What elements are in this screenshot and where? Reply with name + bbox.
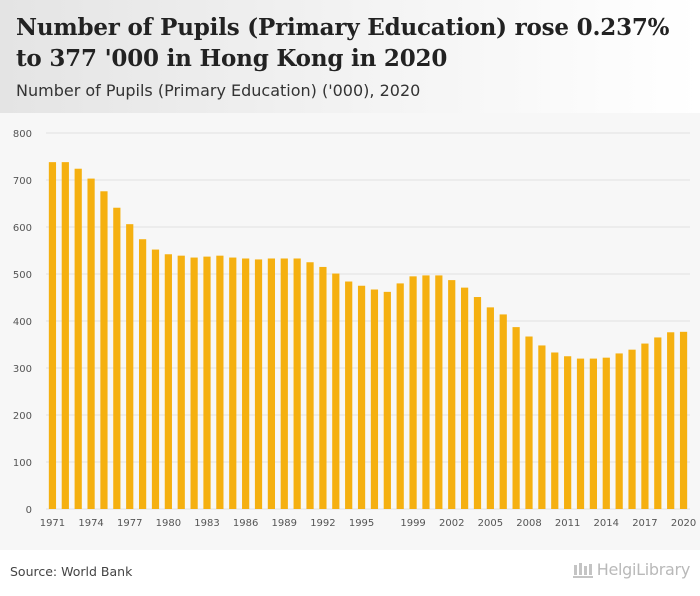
- x-tick-label: 2017: [632, 518, 657, 529]
- bar: [551, 352, 559, 509]
- chart-subtitle: Number of Pupils (Primary Education) ('0…: [16, 81, 421, 100]
- bar: [164, 254, 172, 509]
- bar: [422, 275, 430, 509]
- bar: [293, 258, 301, 509]
- x-tick-label: 1980: [156, 518, 181, 529]
- x-tick-label: 2020: [671, 518, 696, 529]
- bar: [87, 178, 95, 509]
- chart-area: 0 100 200 300 400 500 600 700 800 1971 1974 1977 198…: [0, 113, 700, 550]
- bar-chart: 0 100 200 300 400 500 600 700 800 1971 1974 1977 198…: [13, 129, 696, 529]
- bar: [576, 358, 585, 509]
- bar: [306, 262, 314, 509]
- bar: [216, 255, 224, 509]
- y-tick-label: 300: [13, 364, 32, 375]
- helgi-library-logo: HelgiLibrary: [572, 560, 690, 579]
- bar: [654, 337, 662, 509]
- bar: [242, 258, 250, 509]
- y-tick-label: 400: [13, 317, 32, 328]
- bar: [473, 297, 482, 509]
- bar: [486, 307, 494, 509]
- y-tick-label: 500: [13, 270, 32, 281]
- bar: [254, 259, 263, 509]
- bar: [113, 207, 121, 509]
- y-tick-label: 700: [13, 176, 32, 187]
- x-tick-label: 1986: [233, 518, 258, 529]
- bar: [100, 191, 108, 509]
- bar: [628, 349, 636, 509]
- x-tick-label: 2005: [478, 518, 503, 529]
- bar: [74, 168, 82, 509]
- library-columns-icon: [572, 562, 593, 578]
- bar: [641, 343, 649, 509]
- y-tick-label: 200: [13, 411, 32, 422]
- bar: [370, 289, 379, 509]
- bar: [332, 273, 340, 509]
- bar: [345, 281, 353, 509]
- bar: [499, 314, 507, 509]
- bar: [319, 266, 327, 509]
- x-tick-label: 1971: [40, 518, 65, 529]
- bar: [229, 257, 237, 509]
- bar: [151, 249, 160, 509]
- y-tick-label: 800: [13, 129, 32, 140]
- bar: [409, 276, 417, 509]
- x-tick-label: 1999: [400, 518, 425, 529]
- bar: [138, 239, 147, 509]
- bar: [357, 285, 366, 509]
- chart-title: Number of Pupils (Primary Education) ros…: [16, 14, 670, 72]
- x-tick-label: 2014: [594, 518, 619, 529]
- bar: [203, 256, 211, 509]
- x-tick-label: 1989: [272, 518, 297, 529]
- x-tick-label: 2002: [439, 518, 464, 529]
- bar: [602, 357, 610, 509]
- bar: [589, 358, 598, 509]
- bar: [126, 224, 134, 509]
- x-tick-label: 1974: [78, 518, 103, 529]
- bar: [383, 291, 391, 509]
- y-tick-label: 100: [13, 458, 32, 469]
- source-label: Source: World Bank: [10, 564, 133, 579]
- x-tick-label: 1992: [310, 518, 335, 529]
- bar: [396, 283, 404, 509]
- x-tick-label: 1977: [117, 518, 142, 529]
- x-tick-label: 1995: [349, 518, 374, 529]
- bar: [267, 258, 276, 509]
- bar: [615, 353, 623, 509]
- chart-footer: Source: World Bank HelgiLibrary: [0, 550, 700, 596]
- x-tick-label: 1983: [194, 518, 219, 529]
- bar: [435, 275, 443, 509]
- bar: [61, 162, 69, 509]
- y-tick-label: 600: [13, 223, 32, 234]
- bar: [679, 331, 688, 509]
- bar: [512, 327, 520, 509]
- bar: [538, 345, 546, 509]
- x-tick-label: 2008: [516, 518, 541, 529]
- y-tick-label: 0: [26, 505, 32, 516]
- chart-header: Number of Pupils (Primary Education) ros…: [0, 0, 700, 113]
- bar: [448, 280, 456, 509]
- x-tick-label: 2011: [555, 518, 580, 529]
- bar: [525, 336, 533, 509]
- bar: [667, 332, 675, 509]
- bar: [280, 258, 288, 509]
- bar: [460, 287, 469, 509]
- logo-text: HelgiLibrary: [596, 560, 691, 579]
- bar: [564, 356, 572, 509]
- bar: [48, 162, 57, 509]
- bar: [177, 255, 185, 509]
- bar: [190, 257, 198, 509]
